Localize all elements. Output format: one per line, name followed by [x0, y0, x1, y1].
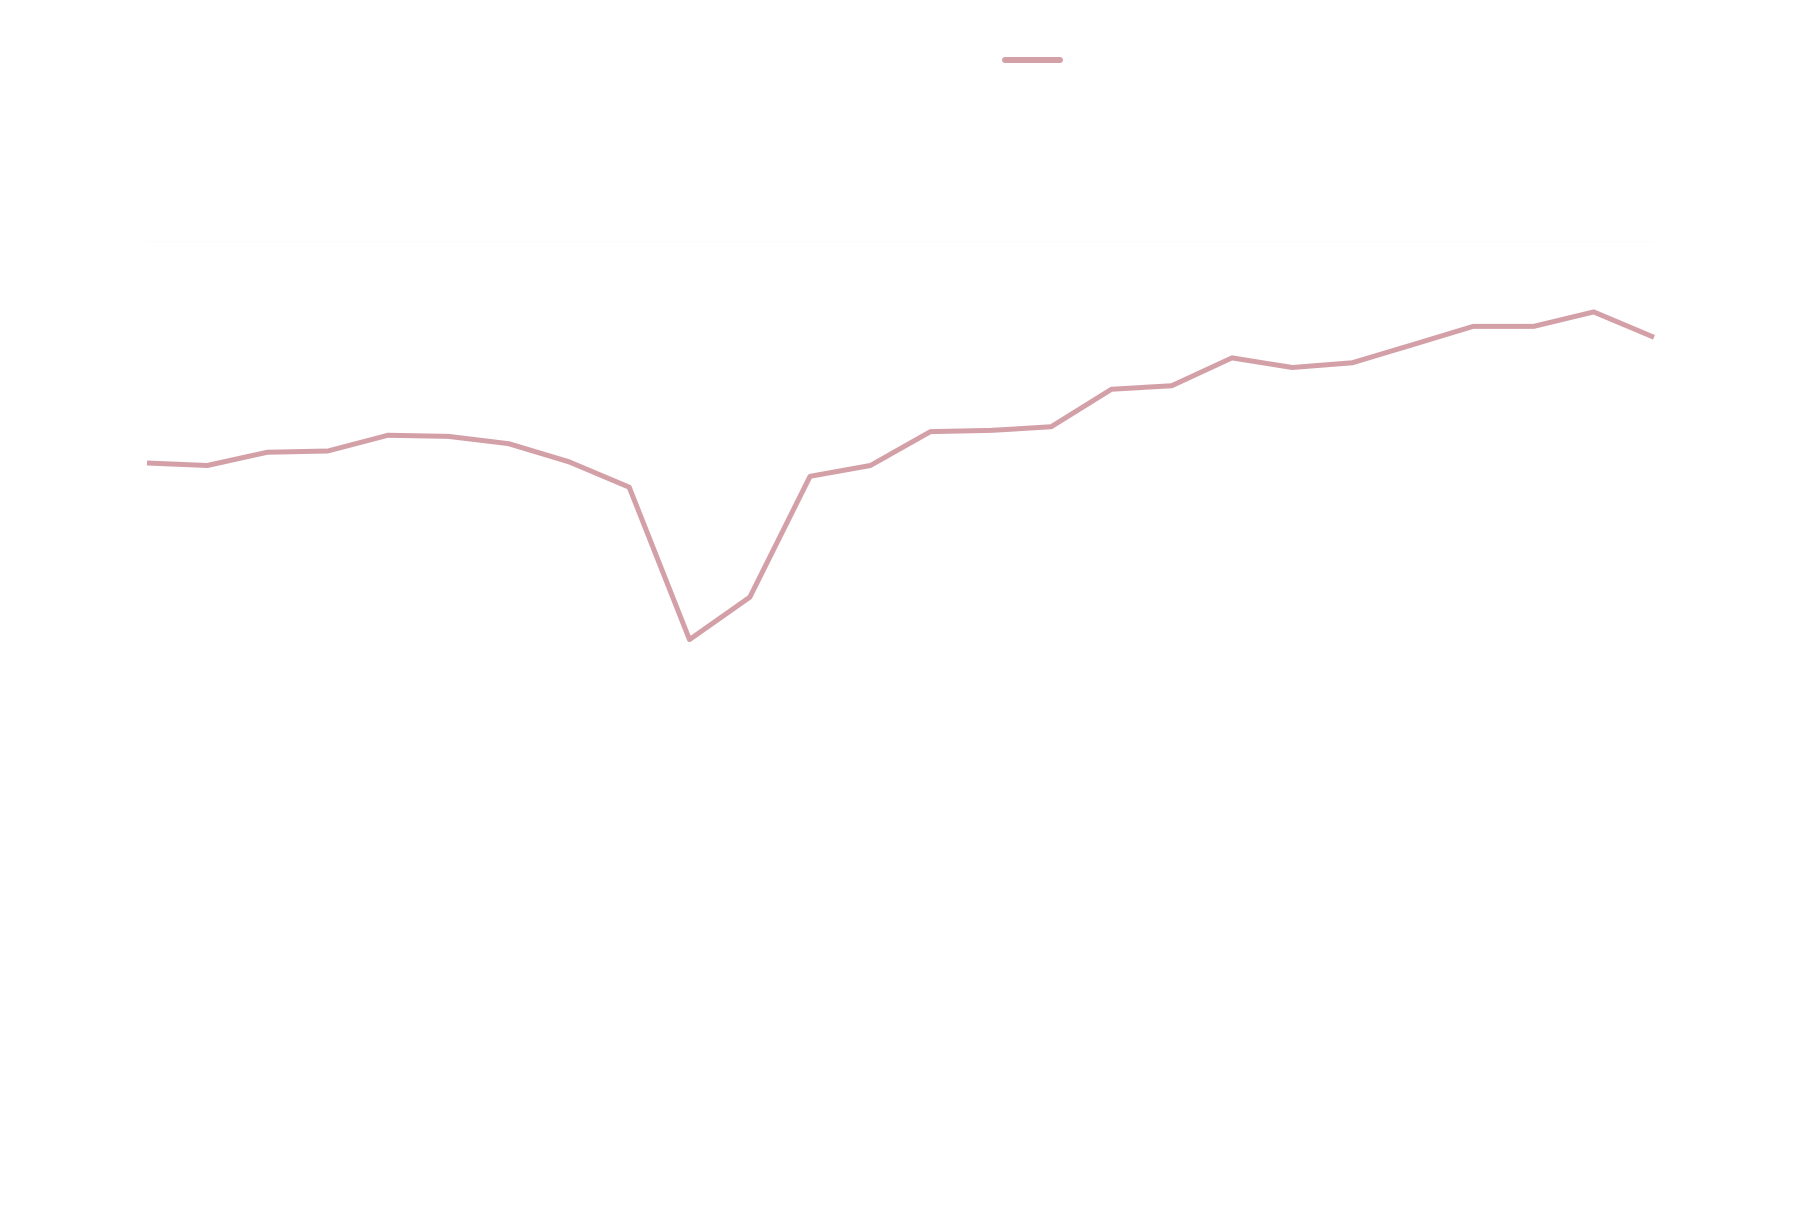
series-layer [146, 309, 1655, 643]
series-line [146, 309, 1655, 643]
